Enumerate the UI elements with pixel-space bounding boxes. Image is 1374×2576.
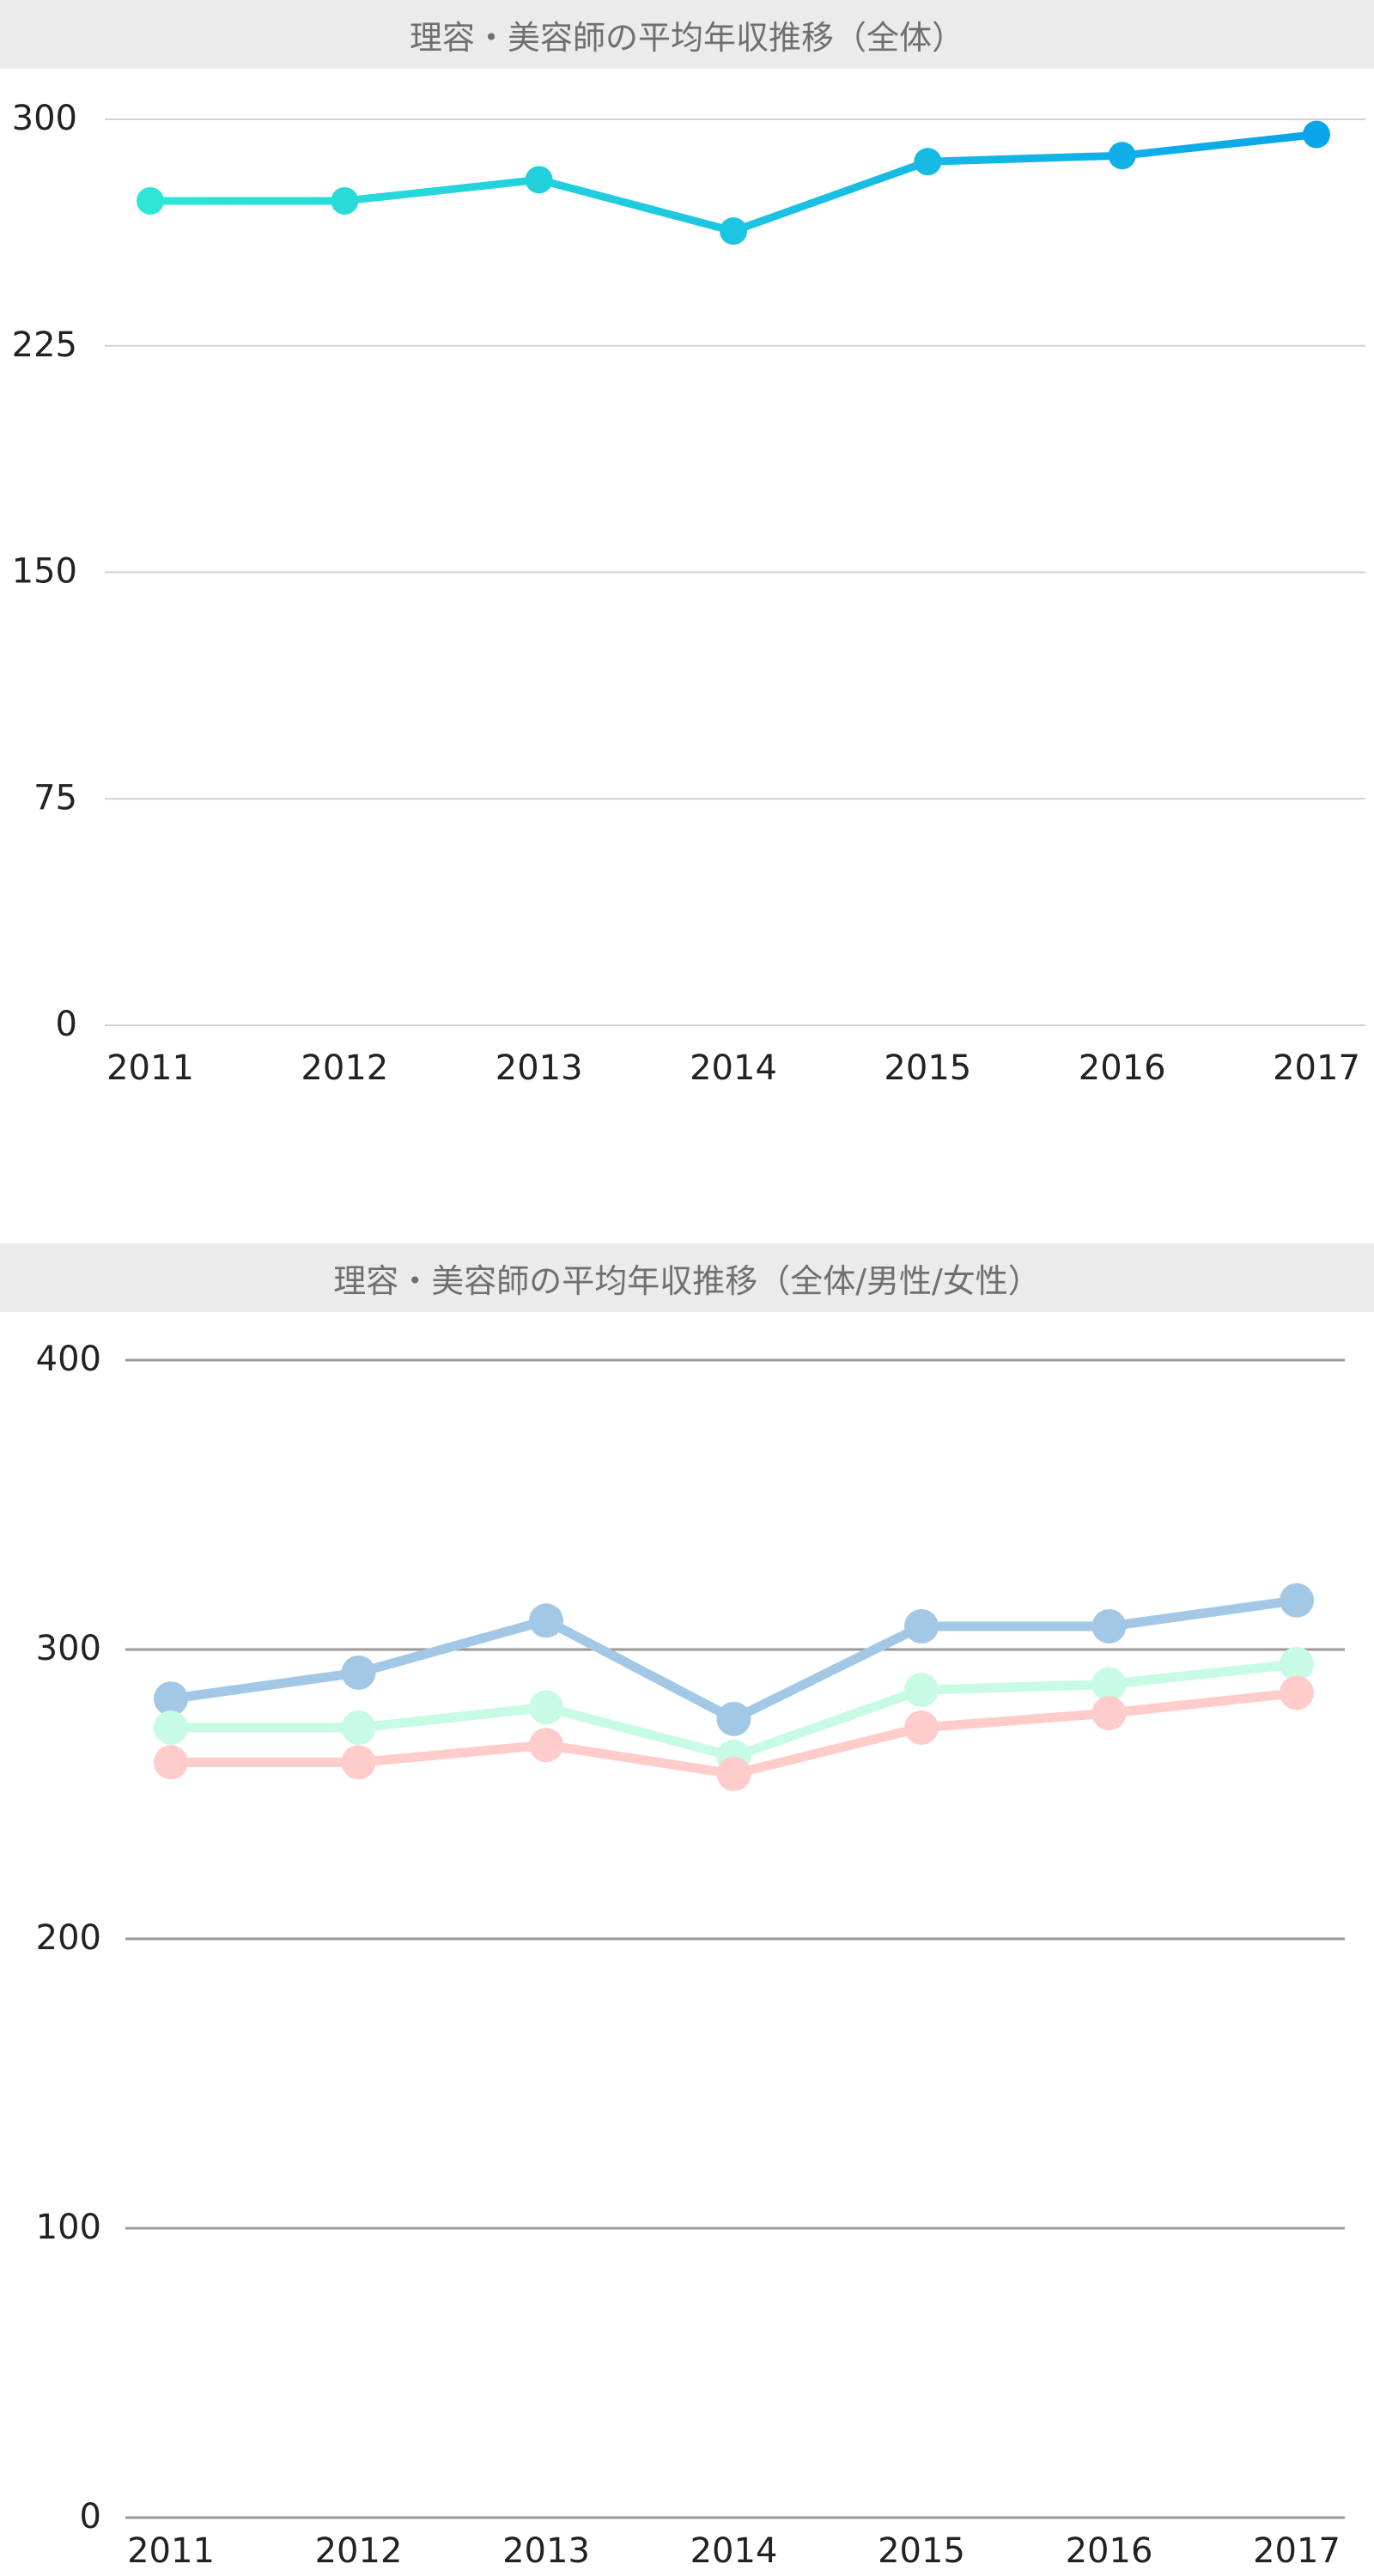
data-point bbox=[904, 1609, 939, 1644]
data-point bbox=[1280, 1675, 1314, 1710]
data-point bbox=[525, 166, 553, 194]
data-point bbox=[529, 1603, 563, 1638]
y-tick-label: 75 bbox=[33, 778, 77, 817]
data-point bbox=[529, 1690, 563, 1725]
y-tick-label: 225 bbox=[12, 325, 77, 365]
y-tick-label: 0 bbox=[56, 1005, 77, 1044]
chart-title-gender: 理容・美容師の平均年収推移（全体/男性/女性） bbox=[0, 1243, 1374, 1312]
y-tick-label: 300 bbox=[12, 99, 77, 138]
x-tick-label: 2015 bbox=[884, 1048, 971, 1088]
data-point bbox=[716, 1756, 751, 1791]
x-tick-label: 2017 bbox=[1273, 1048, 1360, 1088]
data-point bbox=[154, 1681, 188, 1716]
y-tick-label: 300 bbox=[36, 1629, 101, 1668]
x-tick-label: 2017 bbox=[1253, 2531, 1341, 2571]
data-point bbox=[341, 1710, 376, 1745]
chart-title-overall: 理容・美容師の平均年収推移（全体） bbox=[0, 0, 1374, 69]
data-point bbox=[720, 217, 747, 246]
x-tick-label: 2011 bbox=[106, 1048, 194, 1088]
x-tick-label: 2012 bbox=[315, 2531, 403, 2571]
chart-gender: 0 100 200 300 400 2011 2012 2013 2014 2015 2016 201… bbox=[36, 1340, 1345, 2571]
x-tick-label: 2016 bbox=[1066, 2531, 1153, 2571]
chart-panel-overall: 理容・美容師の平均年収推移（全体） 0 75 150 225 300 2011 2012 20… bbox=[0, 0, 1374, 1116]
data-point bbox=[341, 1745, 376, 1780]
series-line bbox=[146, 131, 1321, 235]
data-point bbox=[1303, 120, 1330, 149]
data-point bbox=[154, 1710, 188, 1745]
data-point bbox=[716, 1701, 751, 1736]
chart-title-text: 理容・美容師の平均年収推移（全体/男性/女性） bbox=[333, 1261, 1041, 1300]
chart-title-text: 理容・美容師の平均年収推移（全体） bbox=[409, 18, 964, 57]
y-tick-label: 150 bbox=[12, 552, 77, 592]
data-point bbox=[1091, 1696, 1127, 1731]
x-tick-label: 2012 bbox=[301, 1048, 388, 1088]
data-point bbox=[331, 186, 359, 215]
data-point bbox=[904, 1710, 939, 1745]
x-tick-label: 2011 bbox=[127, 2531, 215, 2571]
x-tick-label: 2014 bbox=[690, 2531, 778, 2571]
data-point bbox=[914, 148, 942, 176]
x-tick-label: 2014 bbox=[690, 1048, 777, 1088]
data-point bbox=[1108, 142, 1136, 170]
y-tick-label: 100 bbox=[36, 2208, 101, 2247]
data-point bbox=[1280, 1646, 1314, 1681]
data-point bbox=[1091, 1667, 1127, 1702]
x-tick-label: 2016 bbox=[1079, 1048, 1166, 1088]
y-tick-label: 400 bbox=[36, 1340, 101, 1379]
data-point bbox=[904, 1673, 939, 1708]
y-tick-label: 200 bbox=[36, 1918, 101, 1958]
x-tick-label: 2013 bbox=[502, 2531, 590, 2571]
x-tick-label: 2015 bbox=[878, 2531, 965, 2571]
data-point bbox=[529, 1728, 563, 1763]
chart-panel-gender: 理容・美容師の平均年収推移（全体/男性/女性） 0 100 200 300 400 201… bbox=[0, 1243, 1374, 2576]
chart-overall: 0 75 150 225 300 2011 2012 2013 2014 2015 2016 2017 bbox=[12, 99, 1365, 1088]
data-point bbox=[137, 186, 164, 215]
data-point bbox=[1280, 1583, 1314, 1618]
y-tick-label: 0 bbox=[80, 2497, 101, 2537]
series-line bbox=[166, 1595, 1302, 1724]
data-point bbox=[1091, 1609, 1127, 1644]
data-point bbox=[154, 1745, 188, 1780]
x-tick-label: 2013 bbox=[495, 1048, 583, 1088]
data-point bbox=[341, 1655, 376, 1690]
